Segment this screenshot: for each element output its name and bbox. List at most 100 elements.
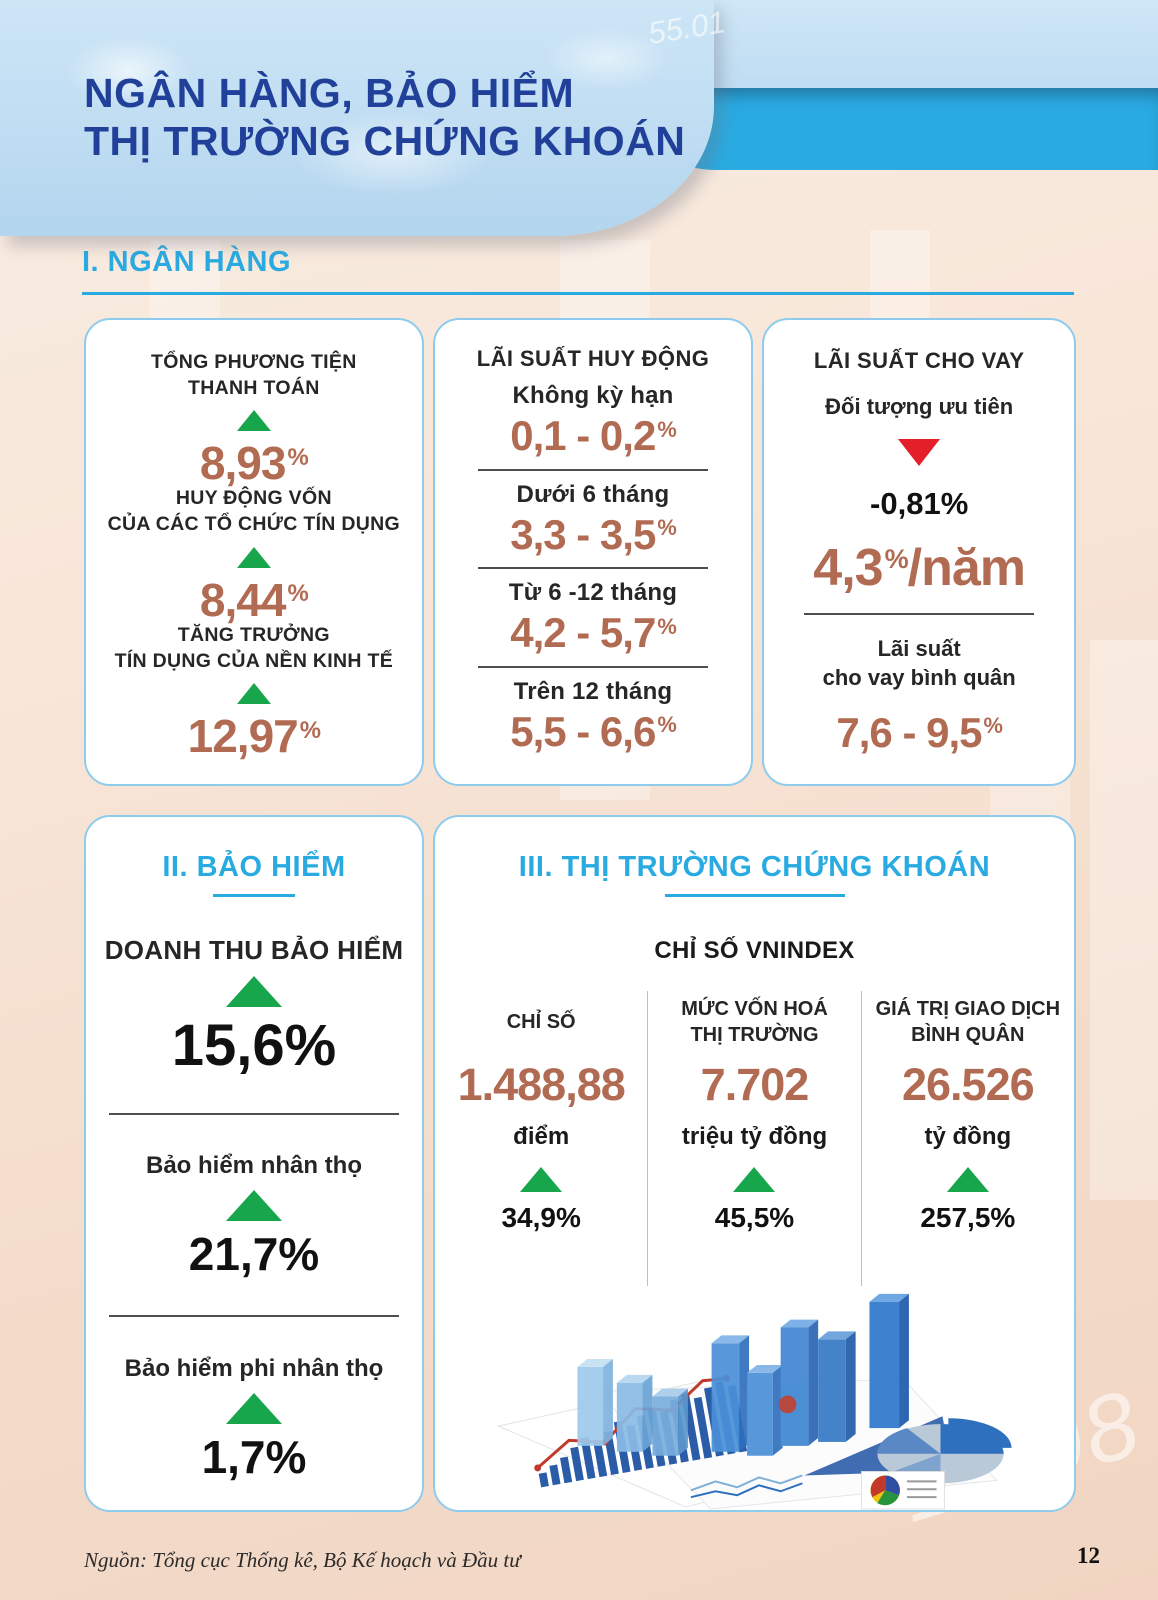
down-arrow-icon	[898, 439, 941, 467]
page-number: 12	[1077, 1543, 1100, 1568]
stat-value: 8,44%	[199, 573, 309, 626]
background-bar	[1090, 640, 1158, 1200]
percent-sign: %	[287, 443, 308, 471]
percent-sign: %	[299, 716, 321, 744]
metric-label: MỨC VỐN HOÁ THỊ TRƯỜNG	[681, 998, 828, 1046]
metric-value: 7.702	[700, 1059, 810, 1110]
rate-suffix: /năm	[907, 538, 1026, 597]
stock-col-trading-value: GIÁ TRỊ GIAO DỊCH BÌNH QUÂN 26.526 tỷ đồ…	[860, 991, 1074, 1286]
stat-capital-mobilization: HUY ĐỘNG VỐN CỦA CÁC TỔ CHỨC TÍN DỤNG 8,…	[108, 486, 400, 622]
insurance-item-value: 21,7%	[188, 1228, 320, 1281]
deposit-rate-row: Dưới 6 tháng 3,3 - 3,5%	[510, 480, 677, 558]
metric-unit: tỷ đồng	[924, 1123, 1012, 1150]
insurance-item-value: 1,7%	[201, 1430, 307, 1483]
divider	[109, 1315, 399, 1318]
divider	[804, 613, 1035, 616]
life-insurance-item: Bảo hiểm nhân thọ 21,7%	[146, 1152, 362, 1277]
up-arrow-icon	[226, 1392, 282, 1424]
priority-rate-value: 4,3%/năm	[813, 538, 1026, 597]
rate-value-number: 5,5 - 6,6	[510, 707, 656, 755]
up-arrow-icon	[520, 1167, 563, 1192]
stock-market-charts-illustration	[496, 1293, 1012, 1510]
insurance-stock-row: II. BẢO HIỂM DOANH THU BẢO HIỂM 15,6% Bả…	[84, 815, 1076, 1512]
rate-term-label: Trên 12 tháng	[513, 677, 673, 705]
stock-col-capitalization: MỨC VỐN HOÁ THỊ TRƯỜNG 7.702 triệu tỷ đồ…	[647, 991, 860, 1286]
stat-label: TỔNG PHƯƠNG TIỆN THANH TOÁN	[151, 351, 357, 399]
source-note: Nguồn: Tổng cục Thống kê, Bộ Kế hoạch và…	[84, 1548, 521, 1572]
stat-value: 12,97%	[187, 710, 321, 763]
rate-term-label: Dưới 6 tháng	[516, 480, 670, 508]
percent-sign: %	[657, 515, 676, 541]
rate-value: 4,2 - 5,7%	[510, 609, 677, 657]
divider	[477, 468, 708, 471]
section-stock-header: III. THỊ TRƯỜNG CHỨNG KHOÁN	[519, 851, 990, 897]
nonlife-insurance-item: Bảo hiểm phi nhân thọ 1,7%	[125, 1355, 384, 1480]
divider	[477, 567, 708, 570]
section-stock-title: III. THỊ TRƯỜNG CHỨNG KHOÁN	[518, 851, 991, 883]
card-payment-means: TỔNG PHƯƠNG TIỆN THANH TOÁN 8,93% HUY ĐỘ…	[84, 318, 424, 786]
average-lending-label: Lãi suất cho vay bình quân	[822, 636, 1016, 690]
title-underline	[664, 894, 845, 897]
percent-sign: %	[657, 416, 676, 442]
stat-total-payment-means: TỔNG PHƯƠNG TIỆN THANH TOÁN 8,93%	[151, 350, 357, 486]
stat-credit-growth: TĂNG TRƯỞNG TÍN DỤNG CỦA NỀN KINH TẾ 12,…	[115, 623, 393, 759]
deposit-rate-row: Không kỳ hạn 0,1 - 0,2%	[510, 382, 677, 460]
page-title-line1: NGÂN HÀNG, BẢO HIỂM	[84, 70, 575, 116]
page-title-line2: THỊ TRƯỜNG CHỨNG KHOÁN	[84, 117, 686, 164]
stat-value-number: 8,44	[199, 573, 287, 626]
card-deposit-rates: LÃI SUẤT HUY ĐỘNG Không kỳ hạn 0,1 - 0,2…	[432, 318, 754, 786]
metric-change: 45,5%	[714, 1202, 795, 1233]
page-title: NGÂN HÀNG, BẢO HIỂM THỊ TRƯỜNG CHỨNG KHO…	[84, 70, 685, 166]
priority-change-value: -0,81%	[870, 486, 969, 522]
percent-sign: %	[657, 613, 676, 639]
stat-value-number: 8,93	[199, 437, 287, 490]
header-cyan-ribbon	[648, 88, 1158, 170]
card-stock-market: III. THỊ TRƯỜNG CHỨNG KHOÁN CHỈ SỐ VNIND…	[433, 815, 1076, 1512]
banking-cards-row: TỔNG PHƯƠNG TIỆN THANH TOÁN 8,93% HUY ĐỘ…	[84, 318, 1076, 786]
rate-value-number: 3,3 - 3,5	[510, 510, 656, 558]
metric-unit: triệu tỷ đồng	[681, 1123, 828, 1150]
average-lending-value: 7,6 - 9,5%	[836, 709, 1003, 756]
deposit-rates-title: LÃI SUẤT HUY ĐỘNG	[476, 346, 710, 371]
insurance-item-label: DOANH THU BẢO HIỂM	[104, 934, 404, 965]
stat-label: TĂNG TRƯỞNG TÍN DỤNG CỦA NỀN KINH TẾ	[114, 623, 394, 672]
vnindex-subtitle: CHỈ SỐ VNINDEX	[654, 937, 855, 964]
percent-sign: %	[983, 713, 1003, 739]
insurance-item-value: 15,6%	[171, 1012, 337, 1078]
insurance-revenue-item: DOANH THU BẢO HIỂM 15,6%	[105, 935, 404, 1075]
metric-change: 257,5%	[920, 1202, 1016, 1233]
metric-change: 34,9%	[501, 1202, 581, 1233]
divider	[477, 665, 708, 668]
rate-value-number: 4,2 - 5,7	[510, 609, 656, 657]
priority-label: Đối tượng ưu tiên	[825, 393, 1014, 419]
up-arrow-icon	[226, 975, 282, 1007]
divider	[109, 1112, 399, 1115]
percent-sign: %	[884, 544, 909, 574]
up-arrow-icon	[236, 546, 271, 568]
deposit-rate-row: Từ 6 -12 tháng 4,2 - 5,7%	[509, 579, 677, 655]
rate-term-label: Từ 6 -12 tháng	[508, 579, 678, 607]
stat-value: 8,93%	[199, 437, 309, 490]
section-banking-title: I. NGÂN HÀNG	[82, 246, 291, 278]
metric-label: GIÁ TRỊ GIAO DỊCH BÌNH QUÂN	[875, 998, 1061, 1046]
section-banking-rule	[82, 292, 1074, 295]
rate-value-number: 7,6 - 9,5	[836, 709, 982, 756]
rate-term-label: Không kỳ hạn	[512, 382, 674, 410]
insurance-item-label: Bảo hiểm nhân thọ	[146, 1152, 362, 1180]
up-arrow-icon	[946, 1167, 989, 1192]
rate-number: 4,3	[813, 538, 883, 597]
section-insurance-title: II. BẢO HIỂM	[162, 851, 346, 883]
rate-value: 0,1 - 0,2%	[510, 412, 677, 460]
percent-sign: %	[287, 580, 308, 608]
rate-value-number: 0,1 - 0,2	[510, 412, 656, 460]
up-arrow-icon	[226, 1190, 282, 1222]
insurance-item-label: Bảo hiểm phi nhân thọ	[124, 1354, 384, 1382]
metric-label: CHỈ SỐ	[506, 1011, 576, 1033]
rate-value: 5,5 - 6,6%	[510, 707, 677, 755]
metric-unit: điểm	[513, 1123, 570, 1150]
up-arrow-icon	[236, 683, 271, 705]
stat-value-number: 12,97	[187, 710, 299, 763]
card-insurance: II. BẢO HIỂM DOANH THU BẢO HIỂM 15,6% Bả…	[84, 815, 424, 1512]
stock-col-index: CHỈ SỐ 1.488,88 điểm 34,9%	[435, 991, 647, 1286]
